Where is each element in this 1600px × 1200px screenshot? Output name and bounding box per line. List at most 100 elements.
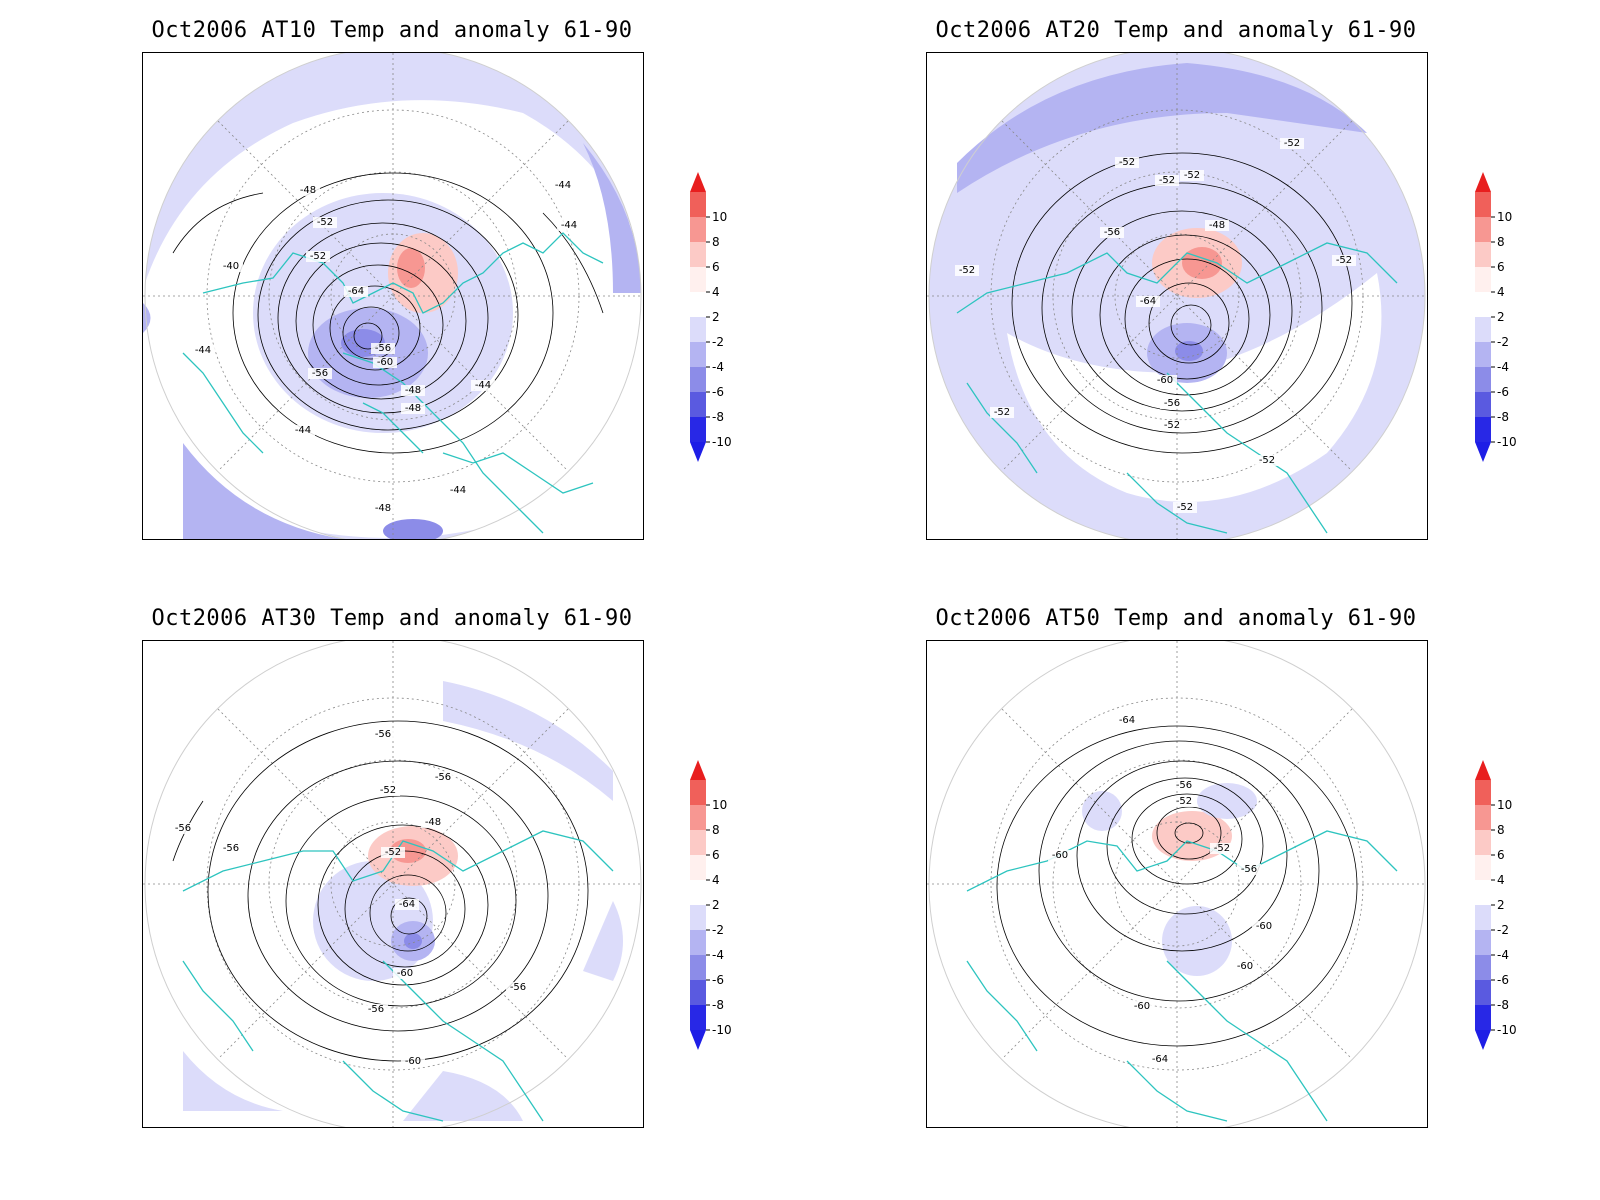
contour-label-bg (1130, 1001, 1154, 1012)
contour-label: -48 (425, 817, 441, 828)
colorbar-label: 10 (712, 210, 727, 224)
contour-label-bg (395, 899, 419, 910)
colorbar-label: -8 (712, 998, 724, 1012)
contour-label: -60 (397, 968, 413, 979)
colorbar-label: 6 (1497, 260, 1505, 274)
contour-label-bg (344, 286, 368, 297)
contour-label: -64 (1119, 715, 1135, 726)
colorbar-bottom-arrow (1475, 1030, 1491, 1050)
contour-label-bg (376, 785, 400, 796)
contour-label-bg (1100, 227, 1124, 238)
contour-label-bg (1136, 296, 1160, 307)
colorbar-segment (1475, 955, 1491, 980)
colorbar-segment (1475, 342, 1491, 367)
colorbar-label: -10 (712, 435, 732, 449)
colorbar-label: 2 (1497, 310, 1505, 324)
contour-label: -48 (300, 185, 316, 196)
colorbar-label: -4 (1497, 948, 1509, 962)
colorbar-segment (1475, 980, 1491, 1005)
contour-label-bg (1172, 796, 1196, 807)
colorbar-segment (690, 805, 706, 830)
contour-label-bg (371, 343, 395, 354)
contour-label: -44 (555, 180, 571, 191)
contour-label: -60 (1256, 921, 1272, 932)
contour-label: -40 (223, 261, 239, 272)
colorbar-segment (1475, 805, 1491, 830)
colorbar-segment (1475, 192, 1491, 217)
contour-label: -56 (223, 843, 239, 854)
contour-label-bg (308, 368, 332, 379)
contour-label: -52 (994, 407, 1010, 418)
contour-label: -52 (380, 785, 396, 796)
map-at10: -40 -44 -44 -44 -44 -44 -44 -48 -48 -48 -48 -52 -52 -… (142, 52, 644, 540)
contour-label: -52 (1184, 170, 1200, 181)
contour-label-bg (1172, 780, 1196, 791)
contour-label-bg (1237, 864, 1261, 875)
contour-label-bg (1233, 961, 1257, 972)
colorbar-label: 8 (1497, 235, 1505, 249)
colorbar-svg: 10 8 6 4 2 -2 -4 -6 -8 -10 (690, 760, 732, 1050)
contour-label: -56 (1104, 227, 1120, 238)
contour-label-bg (551, 180, 575, 191)
contour-label-bg (381, 847, 405, 858)
contour-label-bg (1160, 398, 1184, 409)
contour-label-bg (1153, 375, 1177, 386)
colorbar-at50: 10 8 6 4 2 -2 -4 -6 -8 -10 (1473, 760, 1543, 1050)
colorbar-segment (1475, 267, 1491, 292)
panel-title-at20: Oct2006 AT20 Temp and anomaly 61-90 (935, 18, 1417, 43)
contour-label: -44 (561, 220, 577, 231)
colorbar-segment (1475, 417, 1491, 442)
contour-label: -52 (317, 217, 333, 228)
colorbar-segment (690, 980, 706, 1005)
colorbar-segment (690, 780, 706, 805)
contour-label-bg (1048, 850, 1072, 861)
contour-label: -56 (510, 982, 526, 993)
contour-label-bg (291, 425, 315, 436)
colorbar-segment (1475, 317, 1491, 342)
map-at50-svg: -52 -52 -56 -56 -60 -60 -60 -60 -64 -64 (927, 641, 1427, 1127)
panel-title-at30: Oct2006 AT30 Temp and anomaly 61-90 (151, 606, 633, 631)
contour-label: -64 (1140, 296, 1156, 307)
contour-label: -56 (368, 1004, 384, 1015)
colorbar-label: -6 (1497, 973, 1509, 987)
contour-label-bg (446, 485, 470, 496)
coastlines (956, 242, 1398, 534)
contour-label: -56 (435, 772, 451, 783)
colorbar-top-arrow (690, 172, 706, 192)
temperature-contours (1011, 152, 1353, 454)
colorbar-segment (690, 342, 706, 367)
colorbar-label: 4 (712, 285, 720, 299)
contour-label-bg (955, 265, 979, 276)
colorbar-label: -2 (1497, 335, 1509, 349)
contour-label: -48 (375, 503, 391, 514)
contour-label: -44 (450, 485, 466, 496)
colorbar-label: 4 (712, 873, 720, 887)
panel-title-at50: Oct2006 AT50 Temp and anomaly 61-90 (935, 606, 1417, 631)
colorbar-label: -2 (712, 923, 724, 937)
colorbar-svg: 10 8 6 4 2 -2 -4 -6 -8 -10 (1475, 760, 1517, 1050)
contour-label-bg (1210, 843, 1234, 854)
map-at30-svg: -48 -52 -52 -56 -56 -56 -56 -56 -56 -60 -60 -64 (143, 641, 643, 1127)
colorbar-segment (1475, 930, 1491, 955)
contour-label-bg (1280, 138, 1304, 149)
contour-label-bg (306, 251, 330, 262)
colorbar-segment (1475, 292, 1491, 317)
colorbar-label: -10 (712, 1023, 732, 1037)
colorbar-segment (690, 217, 706, 242)
colorbar-segment (1475, 880, 1491, 905)
panel-title-at10: Oct2006 AT10 Temp and anomaly 61-90 (151, 18, 633, 43)
contour-label-bg (1332, 255, 1356, 266)
colorbar-label: 2 (712, 898, 720, 912)
lat-lon-grid (143, 641, 643, 1127)
colorbar-label: -6 (1497, 385, 1509, 399)
lat-lon-grid (143, 53, 643, 539)
colorbar-label: 10 (1497, 210, 1512, 224)
contour-label-bg (421, 817, 445, 828)
contour-label-bg (1173, 502, 1197, 513)
contour-label-bg (171, 823, 195, 834)
contour-label-bg (1115, 157, 1139, 168)
coastlines (182, 232, 604, 534)
contour-label-bg (401, 403, 425, 414)
map-at20: -48 -52 -52 -52 -52 -52 -52 -52 -52 -52 -52 -56 -56 -… (926, 52, 1428, 540)
contour-label: -52 (1336, 255, 1352, 266)
